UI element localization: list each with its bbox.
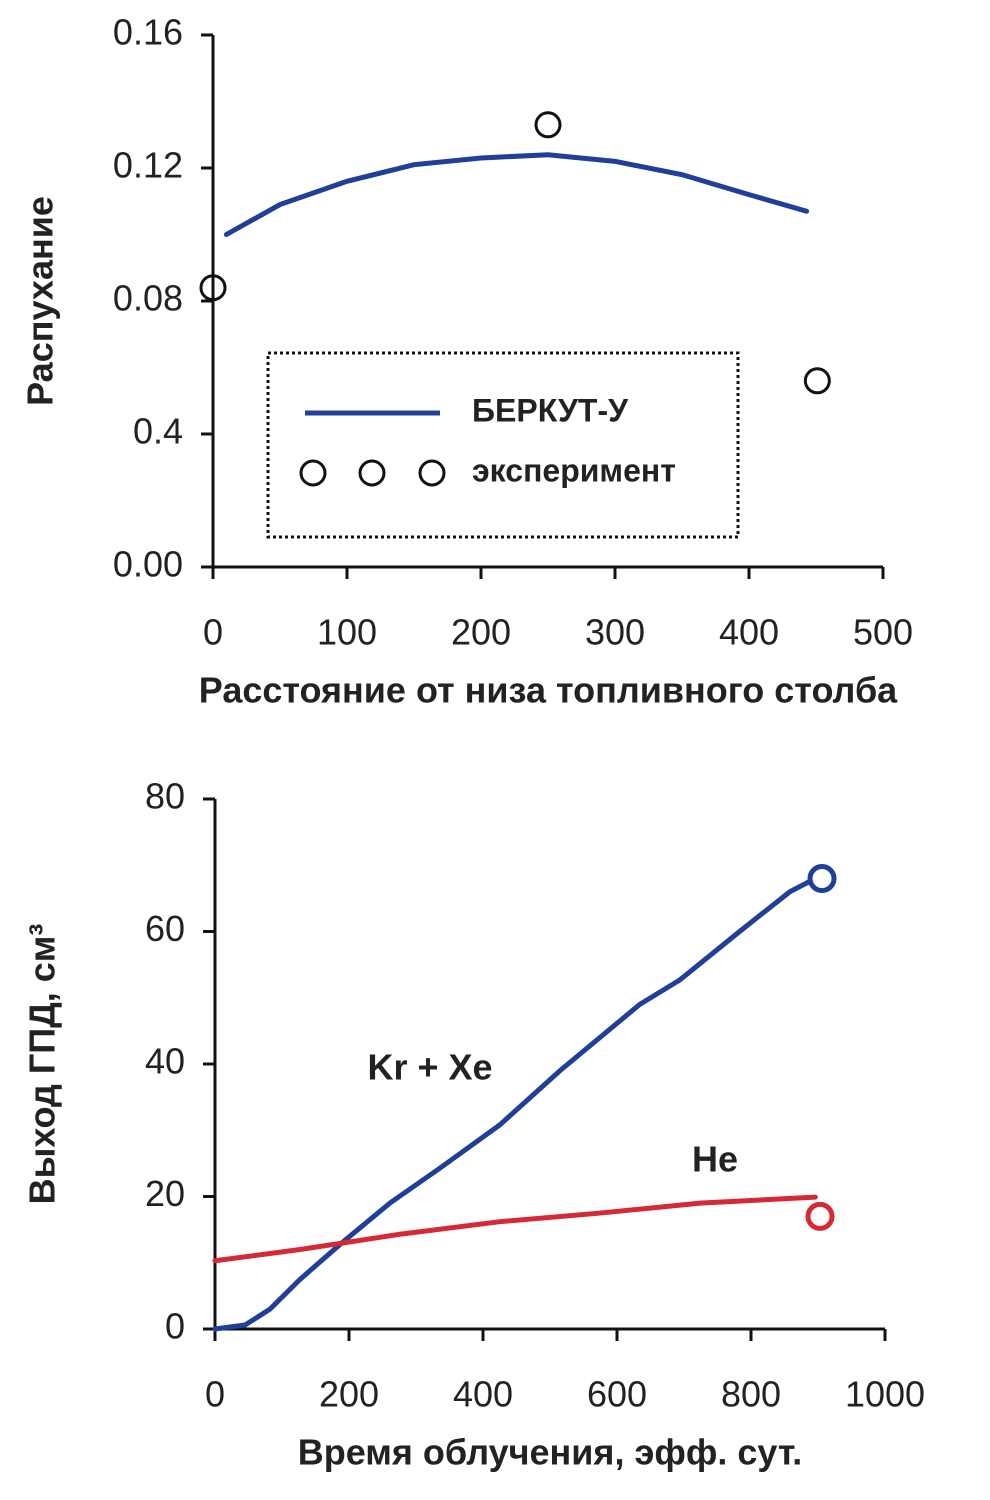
x-axis-label: Время облучения, эфф. сут.	[298, 1432, 803, 1473]
legend-marker	[358, 459, 386, 487]
x-tick-label: 0	[205, 1374, 225, 1415]
legend-label: БЕРКУТ-У	[472, 392, 629, 428]
y-tick-label: 0.4	[133, 411, 183, 452]
y-tick-label: 80	[145, 776, 185, 817]
y-tick-label: 0.12	[113, 145, 183, 186]
y-axis-label: Распухание	[20, 196, 61, 406]
line	[223, 152, 810, 237]
y-tick-label: 0.00	[113, 544, 183, 585]
line	[212, 876, 818, 1332]
point	[199, 274, 227, 302]
legend-marker	[418, 459, 446, 487]
legend-label: эксперимент	[472, 452, 676, 488]
legend: БЕРКУТ-У эксперимент	[266, 351, 740, 539]
y-tick-label: 60	[145, 908, 185, 949]
x-tick-label: 200	[319, 1374, 379, 1415]
x-tick-label: 200	[451, 612, 511, 653]
point	[534, 111, 562, 139]
measured-point	[807, 864, 837, 893]
legend-box	[266, 351, 740, 539]
legend-marker	[299, 459, 327, 487]
line	[212, 1194, 818, 1264]
y-tick-label: 40	[145, 1041, 185, 1082]
y-tick-label: 20	[145, 1173, 185, 1214]
y-tick-label: 0.16	[113, 12, 183, 53]
x-axis-label: Расстояние от низа топливного столба	[199, 670, 898, 711]
x-tick-label: 0	[203, 612, 223, 653]
series-label: Kr + Xe	[367, 1047, 492, 1088]
x-tick-label: 500	[853, 612, 913, 653]
measured-point	[805, 1201, 835, 1231]
y-tick-label: 0	[165, 1306, 185, 1347]
x-tick-label: 1000	[845, 1374, 925, 1415]
series-label: He	[692, 1139, 738, 1180]
x-tick-label: 100	[317, 612, 377, 653]
x-tick-label: 300	[585, 612, 645, 653]
x-tick-label: 400	[719, 612, 779, 653]
x-tick-label: 800	[721, 1374, 781, 1415]
point	[803, 367, 831, 395]
x-tick-label: 400	[453, 1374, 513, 1415]
y-tick-label: 0.08	[113, 278, 183, 319]
x-tick-label: 600	[587, 1374, 647, 1415]
y-axis-label: Выход ГПД, см³	[22, 924, 63, 1205]
chart: 0.00 0.4 0.08 0.12 0.16 0 100 200 300 400 500 Расст…	[20, 12, 914, 711]
